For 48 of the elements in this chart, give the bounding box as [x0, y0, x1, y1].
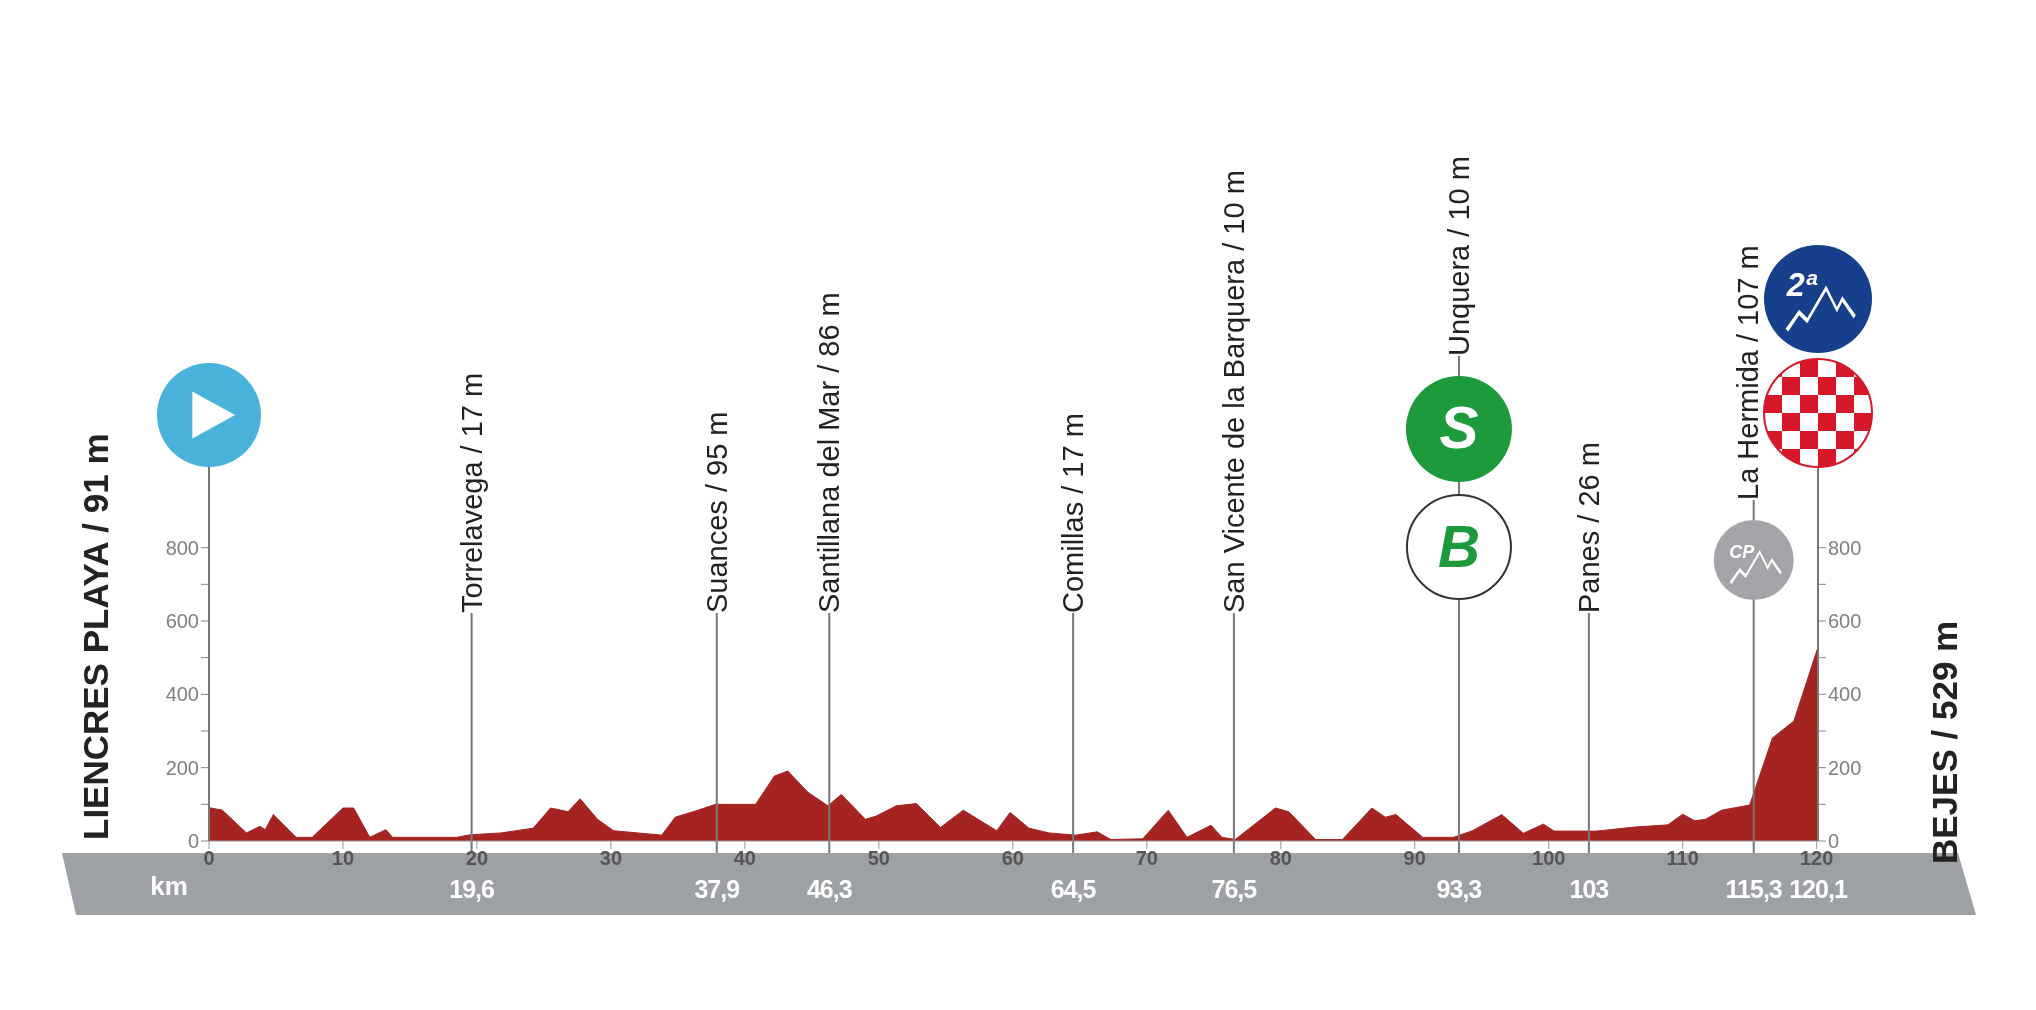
- y-tick-label: 800: [165, 536, 199, 559]
- x2-tick-label: 46,3: [806, 875, 852, 903]
- x-tick-label: 70: [1135, 847, 1158, 870]
- ref-line-label: Suances / 95 m: [700, 411, 733, 613]
- x-tick-label: 100: [1532, 847, 1566, 870]
- letter-s-icon: S: [1405, 376, 1512, 482]
- x-tick-label: 90: [1403, 847, 1426, 870]
- ref-line-label: Santillana del Mar / 86 m: [813, 292, 846, 613]
- ref-line-label: La Hermida / 107 m: [1731, 245, 1764, 500]
- small-mountain-icon: CP: [1713, 520, 1794, 600]
- ref-line-label: Torrelavega / 17 m: [455, 372, 488, 613]
- y-axis-title: LIENCRES PLAYA / 91 m: [75, 433, 115, 840]
- x2-tick-label: 93,3: [1436, 875, 1482, 903]
- x2-tick-label: 115,3: [1725, 875, 1782, 903]
- ref-line-label: San Vicente de la Barquera / 10 m: [1217, 170, 1250, 613]
- x-tick-label: 0: [203, 847, 215, 870]
- mountain-icon: 2ª: [1764, 245, 1872, 353]
- ref-line-label: Panes / 26 m: [1572, 442, 1605, 613]
- x-tick-label: 10: [331, 847, 355, 870]
- y2-axis-title: BEJES / 529 m: [1924, 620, 1964, 864]
- x-tick-label: 50: [867, 847, 890, 870]
- annotation: CP: [1729, 542, 1756, 562]
- x-tick-label: 110: [1666, 847, 1699, 870]
- y-tick-label: 600: [165, 610, 199, 633]
- x2-axis-title: km: [150, 871, 188, 901]
- letter-b-icon: B: [1405, 494, 1512, 600]
- x-tick-label: 30: [599, 847, 623, 870]
- x-tick-label: 120: [1799, 847, 1834, 870]
- x-tick-label: 80: [1269, 847, 1292, 870]
- ref-line-label: Comillas / 17 m: [1057, 413, 1090, 613]
- x2-tick-label: 103: [1569, 875, 1609, 903]
- x2-tick-label: 76,5: [1211, 875, 1258, 903]
- y-tick-label: 0: [187, 830, 199, 853]
- x2-tick-label: 37,9: [694, 875, 740, 903]
- y2-tick-label: 400: [1828, 683, 1862, 706]
- x2-tick-label: 19,6: [449, 875, 494, 903]
- ref-line-label: Unquera / 10 m: [1442, 156, 1475, 356]
- x-tick-label: 40: [733, 847, 757, 870]
- y2-tick-label: 800: [1828, 536, 1862, 559]
- x2-tick-label: 64,5: [1050, 875, 1097, 903]
- x2-tick-label: 120,1: [1789, 875, 1848, 903]
- annotation: B: [1437, 514, 1481, 580]
- y2-tick-label: 600: [1828, 610, 1862, 633]
- x-tick-label: 20: [465, 847, 489, 870]
- y-tick-label: 200: [165, 756, 199, 779]
- y2-tick-label: 200: [1828, 756, 1862, 779]
- y-tick-label: 400: [165, 683, 199, 706]
- x-tick-label: 60: [1001, 847, 1024, 870]
